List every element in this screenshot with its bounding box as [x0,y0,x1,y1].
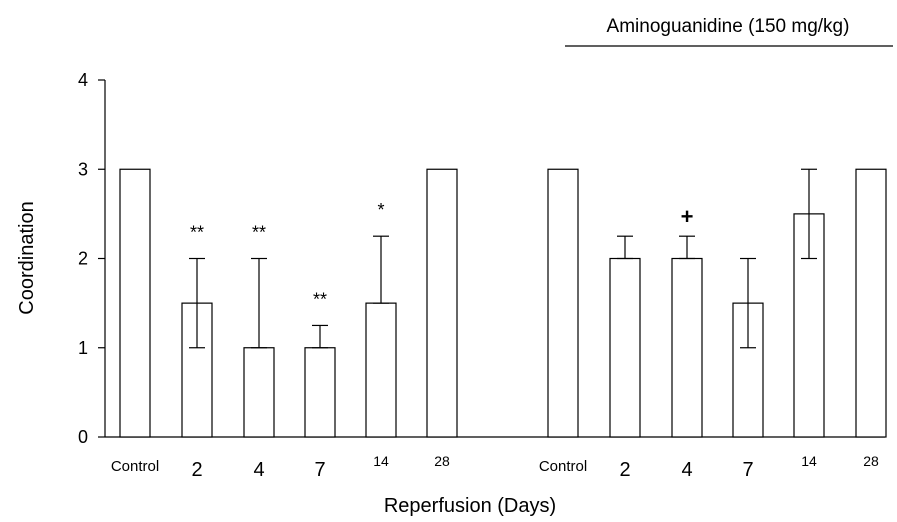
significance-marker: ** [252,223,266,243]
y-tick-label: 2 [78,249,88,269]
significance-marker: ** [313,289,327,309]
y-tick-label: 1 [78,338,88,358]
x-tick-label: 2 [191,459,202,481]
x-tick-label: 7 [742,459,753,481]
x-axis-tick-labels: Control 2 4 7 14 28 Control 2 4 7 14 28 [111,453,879,481]
bar [855,168,887,438]
x-tick-label: 14 [373,453,389,469]
significance-marker: ** [190,223,204,243]
bar [609,257,641,438]
bar [304,347,336,438]
y-tick-label: 3 [78,159,88,179]
significance-marker: + [681,204,694,229]
y-axis-title: Coordination [16,201,38,314]
x-tick-label: Control [539,458,587,475]
bar [547,168,579,438]
bar [365,302,397,438]
significance-marker: * [377,200,384,220]
treatment-header: Aminoguanidine (150 mg/kg) [607,16,850,37]
x-tick-label: 28 [434,453,450,469]
bar [243,347,275,438]
x-tick-label: 14 [801,453,817,469]
bar [426,168,458,438]
x-tick-label: Control [111,458,159,475]
x-tick-label: 2 [619,459,630,481]
bar [671,257,703,438]
bar [119,168,151,438]
x-tick-label: 28 [863,453,879,469]
bars: ** ***** + [119,168,887,438]
y-axis-ticks: 0 1 2 3 4 [78,70,105,447]
y-tick-label: 4 [78,70,88,90]
x-tick-label: 4 [253,459,264,481]
y-tick-label: 0 [78,427,88,447]
x-tick-label: 4 [681,459,692,481]
x-tick-label: 7 [314,459,325,481]
x-axis-title: Reperfusion (Days) [384,495,556,517]
